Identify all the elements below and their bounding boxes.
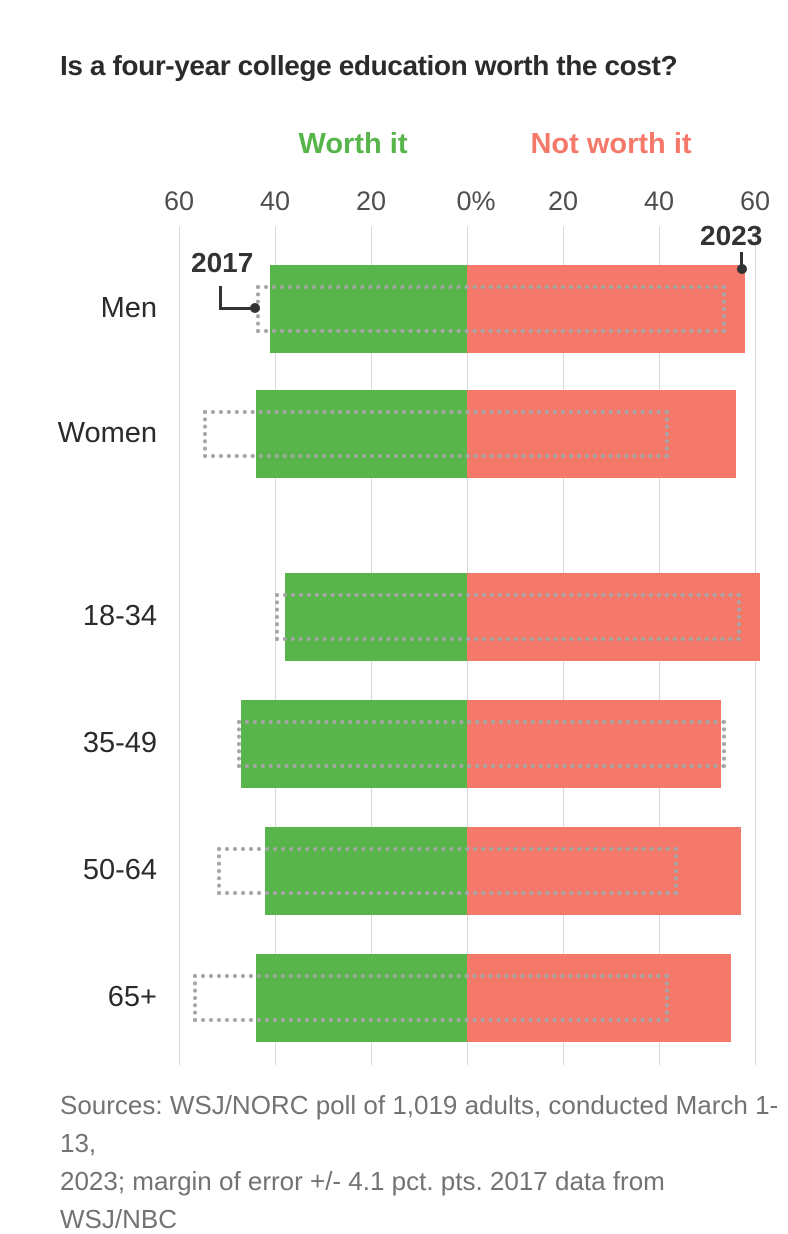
outline-2017-range: [275, 593, 741, 641]
source-note: Sources: WSJ/NORC poll of 1,019 adults, …: [60, 1086, 788, 1234]
bar-worth-it-2023: [265, 827, 467, 915]
row-label-50-64: 50-64: [82, 854, 157, 886]
chart-title: Is a four-year college education worth t…: [60, 50, 678, 81]
bar-not-worth-it-2023: [467, 827, 741, 915]
outline-2017-range: [203, 410, 669, 458]
bar-not-worth-it-2023: [467, 700, 722, 788]
row-label-35-49: 35-49: [82, 727, 157, 759]
row-label-65-: 65+: [107, 981, 157, 1013]
bar-worth-it-2023: [241, 700, 467, 788]
axis-tick-label: 60: [739, 186, 771, 216]
annotation-2023-callout-line-vertical: [740, 252, 743, 266]
bar-worth-it-2023: [255, 954, 467, 1042]
annotation-2023-callout-dot: [737, 264, 747, 274]
bar-not-worth-it-2023: [467, 390, 736, 478]
annotation-2017-callout-line-horizontal: [219, 307, 252, 310]
bar-not-worth-it-2023: [467, 573, 760, 661]
annotation-2017-callout-dot: [250, 303, 260, 313]
axis-tick-label: 40: [259, 186, 291, 216]
annotation-2017-label: 2017: [191, 247, 254, 278]
outline-2017-range: [217, 847, 679, 895]
legend-worth-it-label: Worth it: [298, 128, 408, 160]
axis-tick-label: 60: [163, 186, 195, 216]
source-note-line: Sources: WSJ/NORC poll of 1,019 adults, …: [60, 1090, 779, 1158]
row-label-women: Women: [57, 417, 157, 449]
gridline: [179, 226, 180, 1065]
bar-worth-it-2023: [284, 573, 467, 661]
source-note-line: 2023; margin of error +/- 4.1 pct. pts. …: [60, 1166, 665, 1234]
outline-2017-range: [236, 720, 727, 768]
annotation-2023-label: 2023: [700, 220, 763, 251]
axis-tick-label: 40: [643, 186, 675, 216]
legend-not-worth-it-label: Not worth it: [530, 128, 692, 160]
bar-worth-it-2023: [255, 390, 467, 478]
axis-tick-label: 0%: [456, 186, 496, 216]
outline-2017-range: [193, 974, 669, 1022]
axis-tick-label: 20: [355, 186, 387, 216]
bar-worth-it-2023: [270, 265, 467, 353]
bar-not-worth-it-2023: [467, 954, 731, 1042]
axis-tick-label: 20: [547, 186, 579, 216]
gridline: [275, 226, 276, 1065]
row-label-18-34: 18-34: [82, 600, 157, 632]
row-label-men: Men: [100, 292, 157, 324]
annotation-2017-callout-line-vertical: [219, 286, 222, 310]
bar-not-worth-it-2023: [467, 265, 746, 353]
outline-2017-range: [255, 285, 727, 333]
